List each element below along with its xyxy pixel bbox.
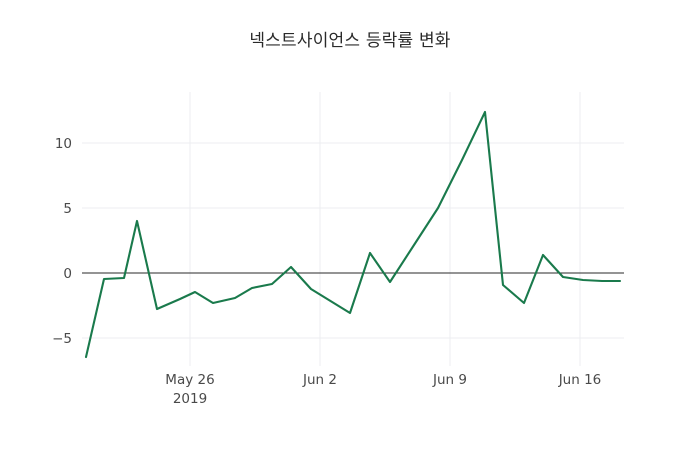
xtick-label-jun9: Jun 9 — [390, 371, 510, 390]
xtick-label-jun16: Jun 16 — [520, 371, 640, 390]
chart-title: 넥스트사이언스 등락률 변화 — [249, 31, 451, 51]
ytick-label-5: 5 — [63, 201, 72, 217]
xtick-label-jun9-text: Jun 9 — [433, 372, 467, 388]
xtick-label-jun2: Jun 2 — [260, 371, 380, 390]
xtick-label-jun2-text: Jun 2 — [303, 372, 337, 388]
ytick-label-10: 10 — [54, 136, 72, 152]
horizontal-gridlines — [82, 142, 624, 339]
xtick-label-may26: May 26 2019 — [130, 371, 250, 409]
ytick-label-minus5: −5 — [52, 331, 72, 347]
ytick-label-0: 0 — [63, 266, 72, 282]
vertical-gridlines — [189, 92, 581, 366]
xtick-label-jun16-text: Jun 16 — [558, 372, 602, 388]
data-series-line — [84, 110, 622, 359]
xtick-label-may26-year: 2019 — [172, 391, 208, 407]
xtick-label-may26-text: May 26 — [165, 372, 215, 388]
